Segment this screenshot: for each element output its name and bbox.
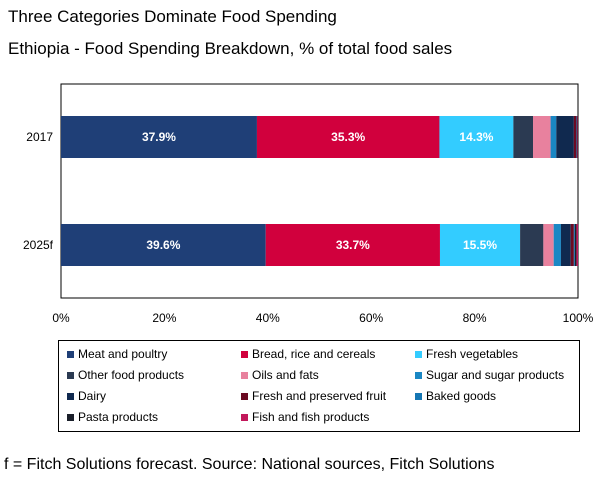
legend-item: Sugar and sugar products <box>415 368 564 382</box>
bar-segment <box>576 224 578 266</box>
bar-segment <box>574 224 577 266</box>
x-tick-label: 20% <box>152 311 176 325</box>
chart-subtitle: Ethiopia - Food Spending Breakdown, % of… <box>8 39 453 58</box>
bar-segment <box>573 116 577 158</box>
bar-segment <box>576 116 577 158</box>
legend-label: Fresh and preserved fruit <box>252 389 387 403</box>
legend-swatch <box>67 371 74 379</box>
legend-swatch <box>241 350 248 358</box>
data-label: 39.6% <box>146 238 180 252</box>
source-note: f = Fitch Solutions forecast. Source: Na… <box>4 456 495 473</box>
chart-title: Three Categories Dominate Food Spending <box>8 7 337 26</box>
legend-swatch <box>415 350 422 358</box>
legend-swatch <box>241 392 248 400</box>
legend-item: Fresh vegetables <box>415 347 518 361</box>
legend-label: Baked goods <box>426 389 497 403</box>
stacked-bar-chart: 37.9% 35.3% 14.3% 2017 39.6% 33.7% 15.5% 2025f 0… <box>23 83 594 325</box>
bar-segment <box>61 224 266 266</box>
category-label: 2025f <box>23 238 54 252</box>
legend-swatch <box>67 413 74 421</box>
legend-label: Pasta products <box>78 410 159 424</box>
bar-segment <box>256 116 440 158</box>
legend-label: Bread, rice and cereals <box>252 347 376 361</box>
bar-segment <box>577 116 578 158</box>
x-tick-label: 60% <box>359 311 383 325</box>
legend-label: Dairy <box>78 389 107 403</box>
legend-label: Fresh vegetables <box>426 347 519 361</box>
chart-legend: Meat and poultry Bread, rice and cereals F… <box>58 340 580 432</box>
legend-item: Bread, rice and cereals <box>241 347 375 361</box>
bar-segment <box>265 224 440 266</box>
x-tick-label: 0% <box>52 311 70 325</box>
bar-segment <box>439 224 521 266</box>
legend-label: Meat and poultry <box>78 347 168 361</box>
legend-item: Meat and poultry <box>67 347 167 361</box>
data-label: 37.9% <box>142 130 176 144</box>
bar-segment <box>556 116 574 158</box>
legend-item: Fresh and preserved fruit <box>241 389 386 403</box>
legend-label: Fish and fish products <box>252 410 370 424</box>
legend-swatch <box>241 371 248 379</box>
legend-item: Other food products <box>67 368 184 382</box>
x-tick-label: 80% <box>463 311 487 325</box>
bar-segment <box>439 116 514 158</box>
legend-swatch <box>67 392 74 400</box>
data-label: 33.7% <box>336 238 370 252</box>
category-label: 2017 <box>26 130 53 144</box>
legend-label: Sugar and sugar products <box>426 368 565 382</box>
bar-segment <box>553 224 561 266</box>
legend-label: Other food products <box>78 368 185 382</box>
legend-item: Baked goods <box>415 389 496 403</box>
bar-segment <box>61 116 257 158</box>
legend-swatch <box>67 350 74 358</box>
bar-segment <box>560 224 571 266</box>
bar-segment <box>513 116 534 158</box>
data-label: 35.3% <box>331 130 365 144</box>
legend-item: Dairy <box>67 389 106 403</box>
bar-segment <box>570 224 574 266</box>
legend-swatch <box>415 392 422 400</box>
legend-item: Oils and fats <box>241 368 319 382</box>
bar-segment <box>550 116 557 158</box>
legend-swatch <box>241 413 248 421</box>
legend-swatch <box>415 371 422 379</box>
bar-segment <box>576 116 578 158</box>
x-tick-label: 100% <box>563 311 594 325</box>
legend-item: Fish and fish products <box>241 410 369 424</box>
legend-item: Pasta products <box>67 410 158 424</box>
bar-segment <box>573 224 575 266</box>
legend-label: Oils and fats <box>252 368 319 382</box>
bar-segment <box>520 224 544 266</box>
bar-segment <box>533 116 551 158</box>
plot-area <box>60 83 579 299</box>
bar-segment <box>543 224 554 266</box>
data-label: 14.3% <box>459 130 493 144</box>
x-tick-label: 40% <box>256 311 280 325</box>
data-label: 15.5% <box>463 238 497 252</box>
